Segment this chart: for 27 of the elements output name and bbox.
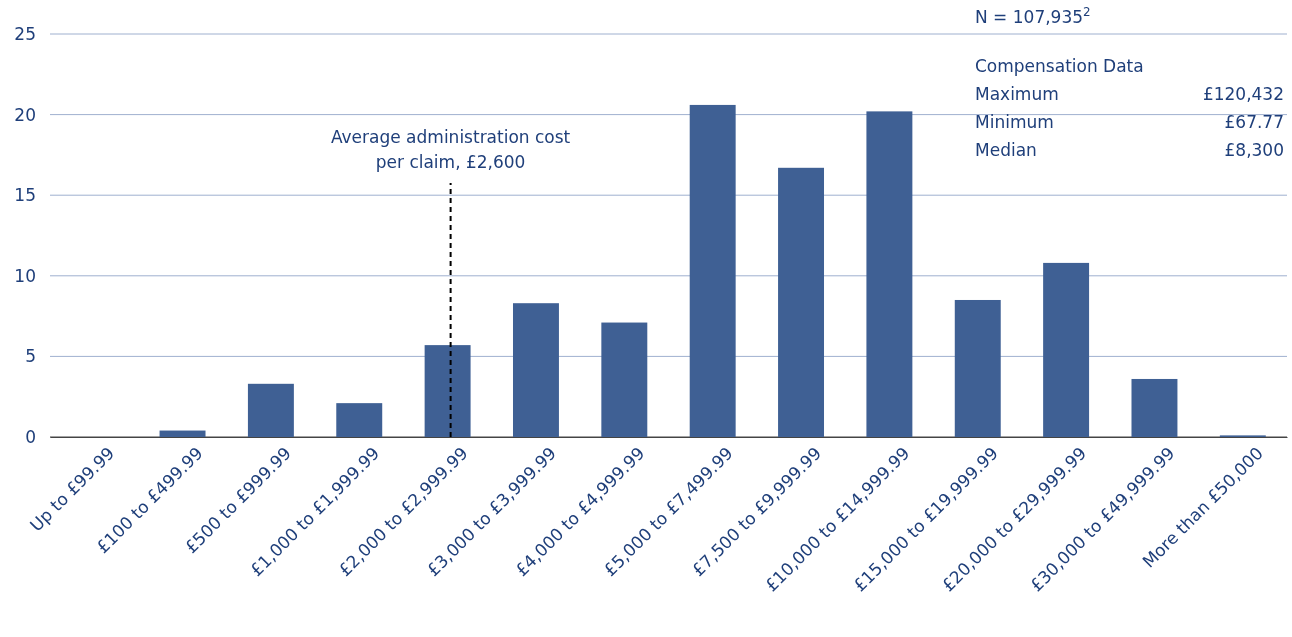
y-tick-label: 10 <box>14 265 36 286</box>
annotation: £8,300 <box>1224 140 1284 160</box>
text: N = 107,935$^{2}$ <box>975 5 1091 27</box>
bar <box>159 430 206 437</box>
annotation: Minimum <box>975 112 1054 132</box>
bar <box>778 167 825 437</box>
y-tick-label: 20 <box>14 104 36 125</box>
bar <box>954 299 1001 437</box>
bar <box>1131 378 1178 437</box>
bar <box>424 345 471 437</box>
bar <box>512 303 559 437</box>
y-tick-label: 15 <box>14 185 36 206</box>
bar <box>1043 262 1090 437</box>
annotation: Maximum <box>975 84 1059 104</box>
bar <box>866 111 913 437</box>
annotation: Median <box>975 140 1037 160</box>
y-tick-label: 25 <box>14 23 36 44</box>
ref-line-label: Average administration cost per claim, £2,600 <box>330 127 571 172</box>
y-tick-label: 0 <box>25 426 36 447</box>
y-tick-label: 5 <box>25 346 36 367</box>
bar <box>689 104 736 437</box>
bar <box>336 403 383 437</box>
annotation: £67.77 <box>1224 112 1284 132</box>
annotation: Compensation Data <box>975 56 1144 76</box>
annotation: £120,432 <box>1202 84 1284 104</box>
bar <box>601 322 648 437</box>
bar <box>247 383 294 437</box>
